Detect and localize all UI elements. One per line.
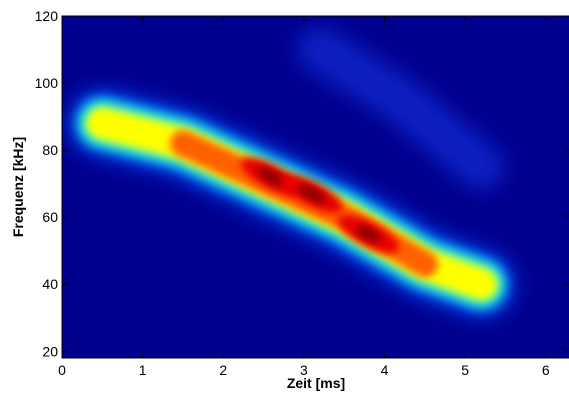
y-axis-label: Frequenz [kHz] xyxy=(10,137,26,237)
heatmap-layer xyxy=(70,26,514,317)
x-tick-label: 4 xyxy=(381,362,389,378)
x-tick-label: 1 xyxy=(139,362,147,378)
x-tick-label: 0 xyxy=(58,362,66,378)
peak-center xyxy=(297,184,326,203)
x-tick-label: 2 xyxy=(219,362,227,378)
x-tick-label: 6 xyxy=(542,362,550,378)
harmonic-band xyxy=(297,26,505,190)
peak-center xyxy=(257,167,287,187)
x-tick-label: 3 xyxy=(300,362,308,378)
y-tick-label: 40 xyxy=(42,276,58,292)
y-axis: 20 40 60 80 100 120 xyxy=(35,8,569,359)
x-axis: 0 1 2 3 4 5 6 xyxy=(58,16,550,378)
y-tick-label: 60 xyxy=(42,209,58,225)
x-axis-label: Zeit [ms] xyxy=(287,375,345,391)
y-tick-label: 100 xyxy=(35,75,59,91)
x-tick-label: 5 xyxy=(461,362,469,378)
plot-frame xyxy=(61,15,569,359)
y-tick-label: 20 xyxy=(42,343,58,359)
plot-area xyxy=(61,15,569,359)
y-tick-label: 120 xyxy=(35,8,59,24)
peak-center xyxy=(356,225,381,243)
y-tick-label: 80 xyxy=(42,142,58,158)
